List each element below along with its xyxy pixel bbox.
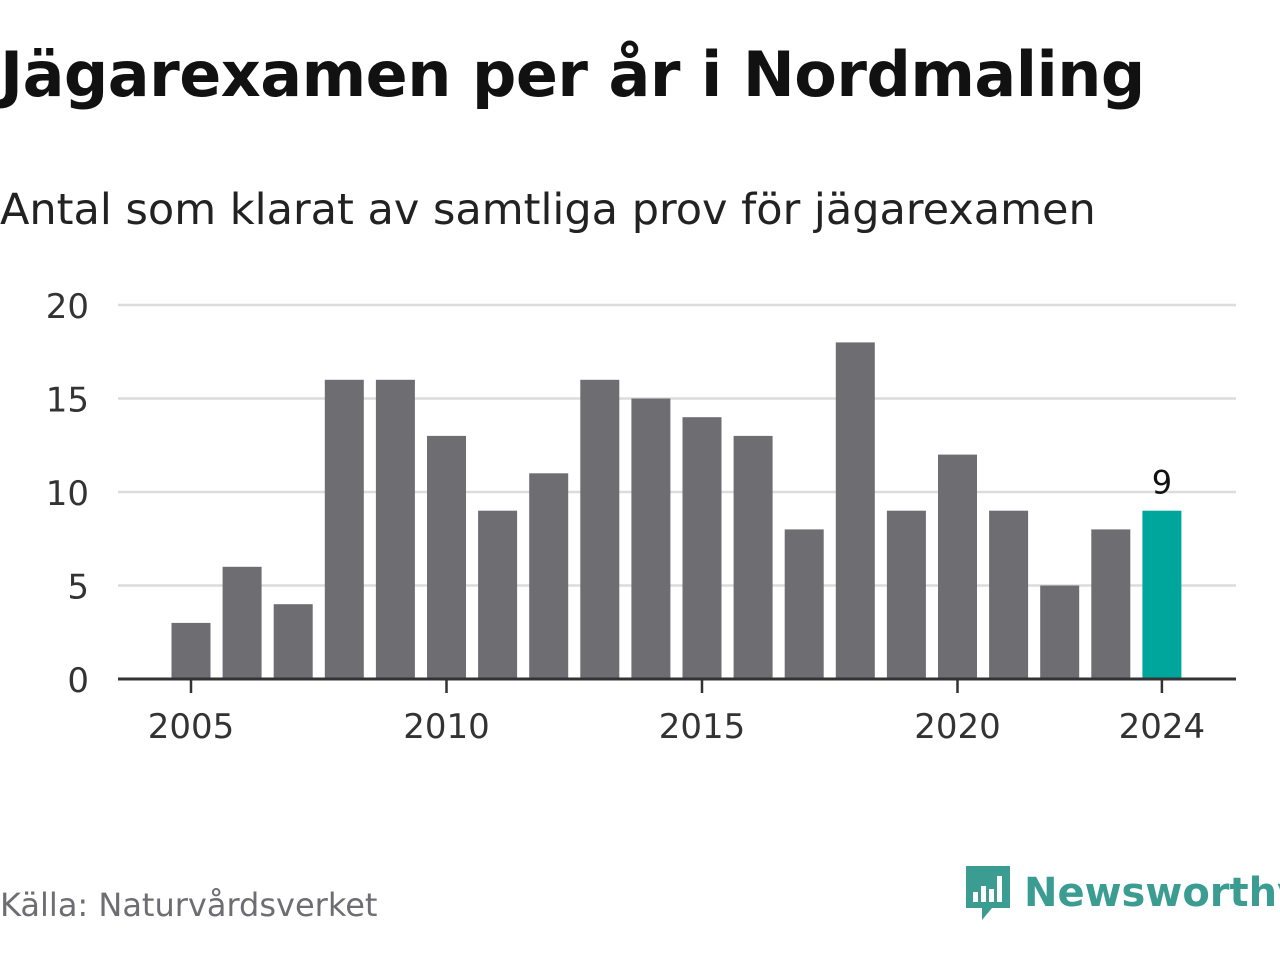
brand-name: Newsworthy — [1024, 870, 1280, 916]
bar — [171, 622, 211, 679]
y-tick-label: 10 — [46, 474, 89, 514]
x-tick-label: 2005 — [148, 707, 235, 747]
highlight-bar — [1142, 510, 1182, 679]
bar — [375, 379, 415, 679]
newsworthy-logo-icon — [966, 866, 1010, 920]
bar — [989, 510, 1029, 679]
bar — [1091, 529, 1131, 679]
bar — [273, 604, 313, 679]
bar — [1040, 585, 1080, 679]
bar — [886, 510, 926, 679]
y-tick-label: 0 — [67, 661, 89, 701]
bar — [835, 342, 875, 679]
bar — [631, 398, 671, 679]
bar — [324, 379, 364, 679]
bar — [682, 417, 722, 679]
x-tick-label: 2010 — [403, 707, 490, 747]
chart-subtitle: Antal som klarat av samtliga prov för jä… — [0, 185, 1096, 235]
bar — [733, 435, 773, 679]
bar — [784, 529, 824, 679]
gridlines — [118, 303, 1236, 587]
bars — [171, 342, 1182, 679]
bar — [938, 454, 977, 679]
x-tick-label: 2020 — [914, 707, 1001, 747]
data-label: 9 — [1152, 464, 1172, 502]
axes: 0 5 10 15 20 9 2005 2010 2015 2020 2024 — [46, 287, 1236, 747]
y-tick-label: 5 — [67, 568, 89, 608]
bar — [222, 566, 262, 679]
bar-chart: 0 5 10 15 20 9 2005 2010 2015 2020 2024 — [46, 287, 1236, 747]
bar — [580, 379, 620, 679]
bar — [529, 473, 569, 679]
bar — [478, 510, 518, 679]
x-tick-label: 2024 — [1119, 707, 1206, 747]
y-tick-label: 20 — [46, 287, 89, 327]
y-tick-label: 15 — [46, 381, 89, 421]
chart-title: Jägarexamen per år i Nordmaling — [0, 38, 1145, 111]
brand-logo: Newsworthy — [962, 862, 1280, 924]
bar — [427, 435, 466, 679]
x-tick-label: 2015 — [659, 707, 746, 747]
source-note: Källa: Naturvårdsverket — [0, 886, 378, 924]
